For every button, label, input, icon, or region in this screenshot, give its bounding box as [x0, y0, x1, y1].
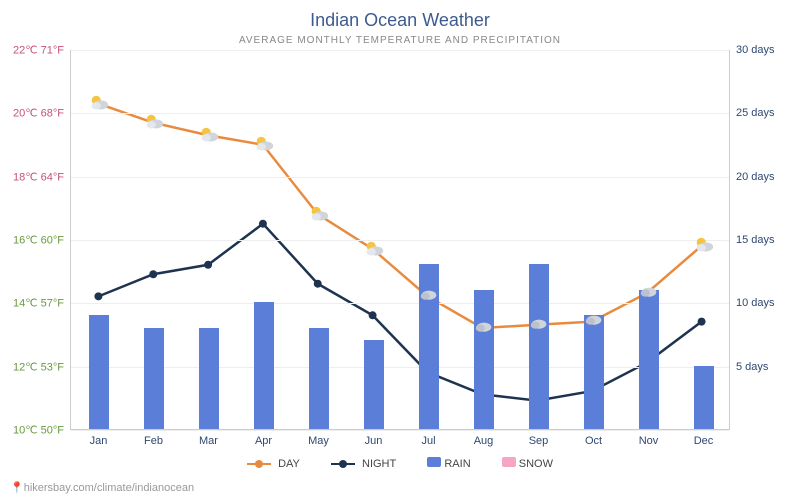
gridline	[71, 303, 729, 304]
sun-cloud-icon	[253, 134, 275, 156]
day-line	[98, 104, 701, 328]
legend-snow-label: SNOW	[519, 458, 553, 470]
attribution: 📍hikersbay.com/climate/indianocean	[10, 481, 194, 494]
rain-icon	[528, 315, 550, 337]
night-marker	[369, 311, 377, 319]
temp-tick: 18℃ 64°F	[13, 170, 64, 183]
temp-tick: 22℃ 71°F	[13, 44, 64, 57]
sun-cloud-icon	[143, 112, 165, 134]
night-marker	[204, 261, 212, 269]
y-axis-left: 22℃ 71°F20℃ 68°F18℃ 64°F16℃ 60°F14℃ 57°F…	[0, 50, 70, 430]
legend-rain: RAIN	[427, 457, 470, 470]
rain-bar	[199, 328, 219, 429]
precip-tick: 15 days	[736, 234, 775, 246]
rain-bar	[474, 290, 494, 429]
month-label: Mar	[199, 435, 218, 447]
chart-subtitle: AVERAGE MONTHLY TEMPERATURE AND PRECIPIT…	[0, 35, 800, 46]
rain-bar	[309, 328, 329, 429]
temp-tick: 10℃ 50°F	[13, 424, 64, 437]
sun-cloud-icon	[363, 239, 385, 261]
night-marker	[94, 292, 102, 300]
month-label: Oct	[585, 435, 602, 447]
temp-tick: 20℃ 68°F	[13, 107, 64, 120]
rain-bar	[364, 340, 384, 429]
month-label: Aug	[474, 435, 494, 447]
month-label: Feb	[144, 435, 163, 447]
sun-cloud-icon	[88, 93, 110, 115]
temp-tick: 16℃ 60°F	[13, 234, 64, 247]
rain-bar	[89, 315, 109, 429]
gridline	[71, 113, 729, 114]
legend-day-label: DAY	[278, 458, 300, 470]
month-label: Nov	[639, 435, 659, 447]
gridline	[71, 430, 729, 431]
legend-rain-label: RAIN	[444, 458, 470, 470]
rain-icon	[583, 311, 605, 333]
precip-tick: 20 days	[736, 171, 775, 183]
precip-tick: 25 days	[736, 107, 775, 119]
rain-icon	[418, 286, 440, 308]
sun-cloud-icon	[693, 235, 715, 257]
month-label: May	[308, 435, 329, 447]
temp-tick: 12℃ 53°F	[13, 360, 64, 373]
temp-tick: 14℃ 57°F	[13, 297, 64, 310]
precip-tick: 5 days	[736, 361, 768, 373]
rain-bar	[529, 264, 549, 429]
night-marker	[698, 318, 706, 326]
precip-tick: 30 days	[736, 44, 775, 56]
chart-title: Indian Ocean Weather	[0, 0, 800, 31]
plot-area: JanFebMarAprMayJunJulAugSepOctNovDec	[70, 50, 730, 430]
month-label: Sep	[529, 435, 549, 447]
gridline	[71, 367, 729, 368]
rain-bar	[639, 290, 659, 429]
night-marker	[259, 220, 267, 228]
rain-icon	[473, 318, 495, 340]
sun-cloud-icon	[308, 204, 330, 226]
chart-area: JanFebMarAprMayJunJulAugSepOctNovDec	[70, 50, 730, 430]
night-marker	[314, 280, 322, 288]
legend-night-label: NIGHT	[362, 458, 396, 470]
month-label: Dec	[694, 435, 714, 447]
rain-icon	[638, 283, 660, 305]
gridline	[71, 177, 729, 178]
rain-bar	[144, 328, 164, 429]
gridline	[71, 50, 729, 51]
map-pin-icon: 📍	[10, 482, 24, 494]
y-axis-right: 30 days25 days20 days15 days10 days5 day…	[730, 50, 800, 430]
month-label: Apr	[255, 435, 272, 447]
sun-cloud-icon	[198, 125, 220, 147]
legend-night: NIGHT	[331, 458, 396, 470]
month-label: Jul	[421, 435, 435, 447]
legend-snow: SNOW	[502, 457, 553, 470]
month-label: Jun	[365, 435, 383, 447]
night-marker	[149, 270, 157, 278]
precip-tick: 10 days	[736, 297, 775, 309]
month-label: Jan	[90, 435, 108, 447]
rain-bar	[254, 302, 274, 429]
rain-bar	[694, 366, 714, 429]
gridline	[71, 240, 729, 241]
legend-day: DAY	[247, 458, 300, 470]
legend: DAY NIGHT RAIN SNOW	[0, 457, 800, 470]
